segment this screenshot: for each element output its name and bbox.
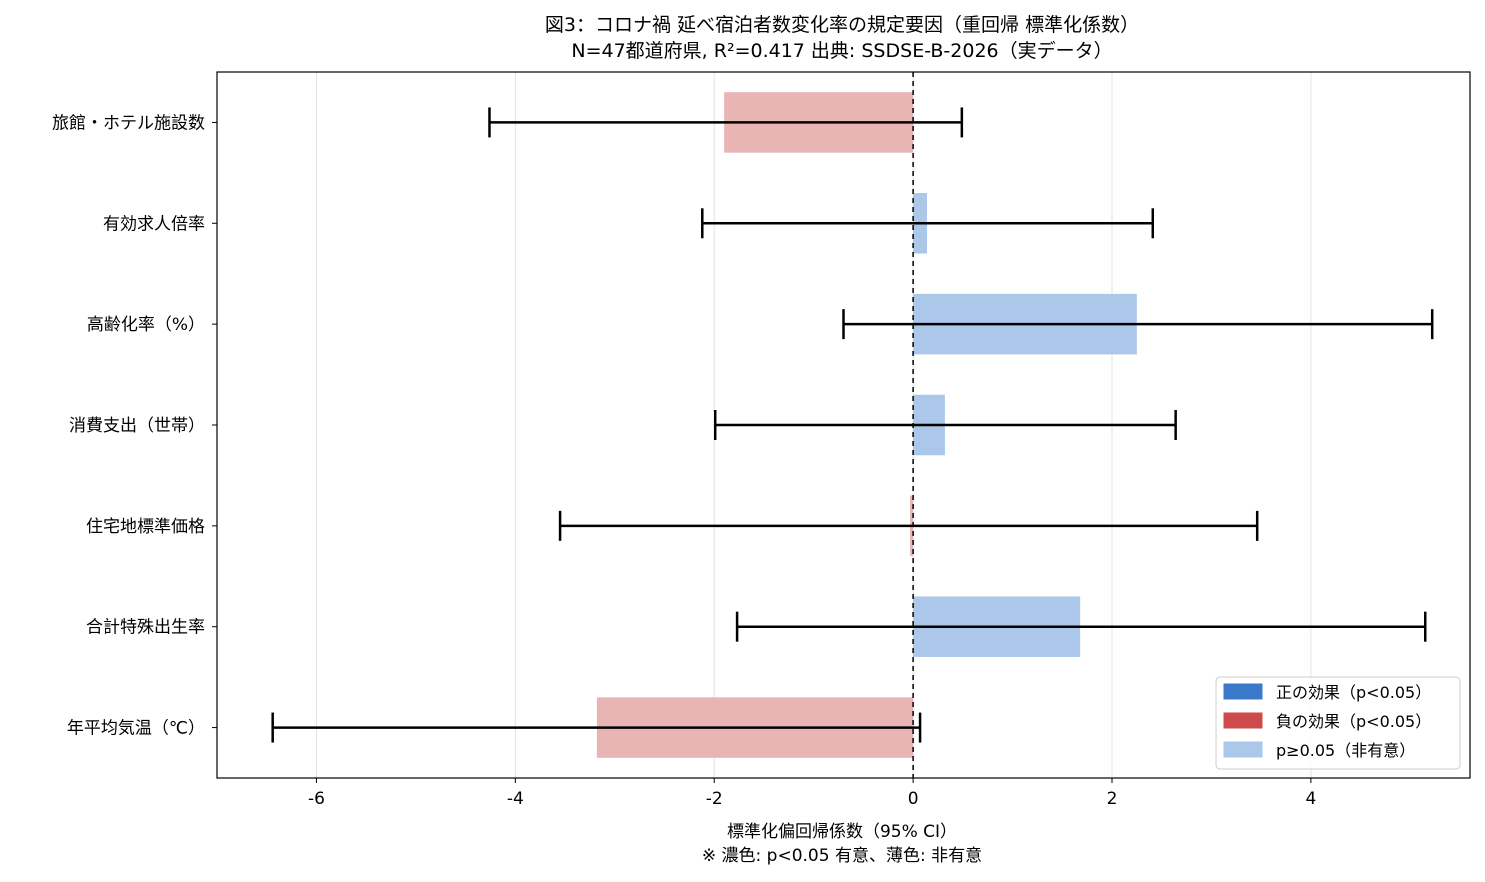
y-tick-label: 住宅地標準価格 xyxy=(86,517,205,537)
x-tick-label: -6 xyxy=(308,789,325,809)
x-tick-label: -2 xyxy=(706,789,723,809)
legend-label: p≥0.05（非有意） xyxy=(1276,741,1415,760)
chart-title: 図3：コロナ禍 延べ宿泊者数変化率の規定要因（重回帰 標準化係数） xyxy=(545,14,1139,36)
legend-swatch xyxy=(1223,683,1263,700)
x-axis-note: ※ 濃色: p<0.05 有意、薄色: 非有意 xyxy=(702,846,982,866)
error-bars xyxy=(271,107,1434,743)
chart-subtitle: N=47都道府県, R²=0.417 出典: SSDSE-B-2026（実データ… xyxy=(571,40,1112,62)
x-axis-label: 標準化偏回帰係数（95% CI） xyxy=(727,822,957,842)
y-tick-label: 合計特殊出生率 xyxy=(86,618,205,638)
x-tick-label: 4 xyxy=(1305,789,1316,809)
legend-frame xyxy=(1215,676,1461,770)
legend-swatch xyxy=(1223,741,1263,758)
x-axis-ticks: -6 -4 -2 0 2 4 xyxy=(308,778,1316,809)
x-tick-label: 0 xyxy=(908,789,919,809)
y-tick-label: 消費支出（世帯） xyxy=(69,416,205,436)
y-tick-label: 有効求人倍率 xyxy=(103,214,205,234)
legend-label: 正の効果（p<0.05） xyxy=(1276,683,1431,702)
legend-swatch xyxy=(1223,712,1263,729)
x-tick-label: 2 xyxy=(1107,789,1118,809)
y-tick-label: 高齢化率（%） xyxy=(87,315,205,335)
y-tick-label: 年平均気温（℃） xyxy=(67,719,205,739)
legend: 正の効果（p<0.05） 負の効果（p<0.05） p≥0.05（非有意） xyxy=(1215,676,1461,770)
y-tick-label: 旅館・ホテル施設数 xyxy=(52,113,205,133)
legend-label: 負の効果（p<0.05） xyxy=(1276,712,1431,731)
x-tick-label: -4 xyxy=(507,789,524,809)
